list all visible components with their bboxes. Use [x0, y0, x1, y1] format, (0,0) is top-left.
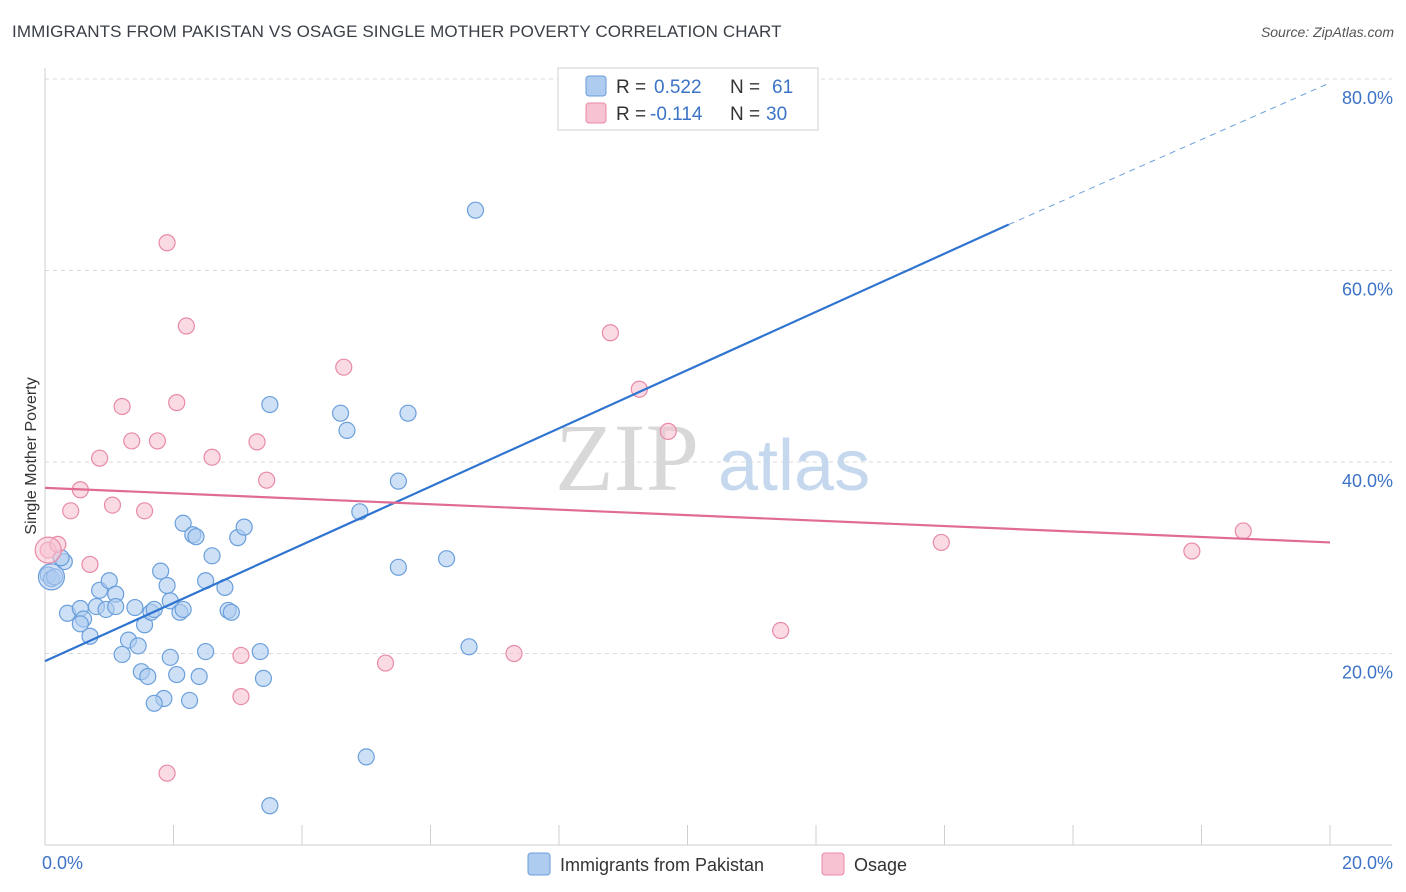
- bottom-legend-label: Immigrants from Pakistan: [560, 855, 764, 875]
- osage-point: [203, 448, 221, 466]
- pakistan-point: [174, 600, 192, 619]
- osage-point: [1234, 522, 1252, 540]
- legend-r-label: R =: [616, 77, 646, 98]
- legend-n-value: 61: [772, 77, 793, 98]
- osage-point: [158, 234, 176, 252]
- top-legend: R = 0.522 N = 61 R = -0.114 N = 30: [557, 67, 819, 131]
- legend-n-label: N =: [730, 104, 760, 125]
- bottom-legend-label: Osage: [854, 855, 907, 875]
- osage-point: [232, 687, 250, 706]
- osage-point: [148, 432, 167, 450]
- osage-point: [601, 324, 620, 342]
- osage-point: [232, 646, 250, 665]
- osage-point: [103, 496, 122, 514]
- pakistan-point: [190, 667, 208, 686]
- legend-r-label: R =: [616, 104, 646, 125]
- osage-point: [505, 644, 523, 663]
- grid-layer: [45, 78, 1392, 654]
- legend-swatch-blue: [585, 75, 607, 97]
- pakistan-point: [331, 404, 350, 422]
- pakistan-point: [129, 637, 147, 655]
- osage-point: [135, 502, 154, 520]
- pakistan-point: [235, 518, 253, 536]
- pakistan-point: [158, 576, 176, 595]
- chart-title: IMMIGRANTS FROM PAKISTAN VS OSAGE SINGLE…: [12, 22, 782, 41]
- pakistan-point: [168, 665, 186, 684]
- legend-n-label: N =: [730, 77, 760, 98]
- osage-point: [177, 317, 195, 335]
- watermark-zip: ZIP: [555, 404, 699, 511]
- pakistan-point: [437, 550, 456, 568]
- legend-r-value: -0.114: [650, 104, 703, 125]
- osage-point: [34, 536, 62, 564]
- pakistan-point: [161, 648, 179, 666]
- source-label: Source: ZipAtlas.com: [1260, 24, 1394, 40]
- osage-point: [113, 397, 131, 416]
- pakistan-point: [261, 395, 279, 414]
- osage-point: [62, 502, 80, 520]
- pakistan-point: [357, 748, 375, 766]
- osage-point: [81, 555, 99, 574]
- pakistan-point: [152, 562, 170, 580]
- osage-point: [659, 422, 677, 440]
- pakistan-point: [139, 667, 157, 686]
- pakistan-point: [107, 597, 125, 616]
- bottom-legend-swatch-pink: [821, 852, 845, 876]
- osage-point: [932, 533, 950, 552]
- trend-layer: [44, 82, 1331, 663]
- osage-point: [91, 449, 109, 467]
- osage-point: [376, 654, 395, 672]
- y-tick-label: 20.0%: [1342, 663, 1393, 683]
- pakistan-point: [37, 563, 66, 591]
- pakistan-point: [174, 514, 192, 532]
- osage-point: [123, 432, 141, 450]
- pakistan-point: [460, 638, 478, 656]
- osage-point: [158, 764, 176, 782]
- y-axis-label: Single Mother Poverty: [23, 377, 40, 534]
- pakistan-point: [222, 603, 240, 621]
- y-tick-label: 60.0%: [1342, 280, 1393, 300]
- axes-layer: [44, 68, 1392, 846]
- pakistan-point: [145, 694, 163, 712]
- pakistan-point: [466, 201, 485, 219]
- pakistan-trend-line: [44, 223, 1010, 663]
- y-tick-label: 80.0%: [1342, 88, 1393, 108]
- pakistan-point: [389, 472, 407, 490]
- pakistan-point: [251, 642, 269, 661]
- pakistan-point: [197, 642, 215, 661]
- osage-point: [248, 433, 266, 451]
- bottom-legend-swatch-blue: [527, 852, 551, 876]
- osage-point: [772, 621, 790, 640]
- osage-point: [335, 358, 353, 376]
- osage-trend-line: [44, 486, 1331, 544]
- pakistan-point: [187, 528, 205, 546]
- bottom-legend: Immigrants from Pakistan Osage: [527, 852, 907, 876]
- watermark: ZIP atlas: [555, 404, 870, 511]
- pakistan-point: [338, 421, 356, 440]
- pakistan-point: [113, 645, 131, 664]
- pakistan-point: [261, 797, 279, 815]
- tick-label-layer: 20.0% 40.0% 60.0% 80.0% 0.0% 20.0%: [42, 88, 1393, 873]
- osage-point: [168, 394, 186, 412]
- pakistan-point: [254, 669, 273, 687]
- y-tick-label: 40.0%: [1342, 471, 1393, 491]
- pakistan-trend-extension: [1008, 82, 1331, 225]
- legend-swatch-pink: [585, 102, 607, 124]
- points-layer: [34, 201, 1252, 815]
- osage-point: [1183, 542, 1201, 560]
- pakistan-point: [389, 558, 407, 576]
- osage-point: [258, 471, 276, 489]
- legend-n-value: 30: [766, 104, 787, 125]
- watermark-atlas: atlas: [718, 426, 870, 506]
- x-tick-label: 20.0%: [1342, 853, 1393, 873]
- pakistan-point: [203, 547, 221, 565]
- pakistan-point: [180, 691, 199, 710]
- legend-r-value: 0.522: [654, 77, 702, 98]
- pakistan-point: [126, 598, 144, 617]
- pakistan-point: [71, 615, 89, 633]
- pakistan-point: [399, 404, 417, 422]
- x-tick-label: 0.0%: [42, 853, 83, 873]
